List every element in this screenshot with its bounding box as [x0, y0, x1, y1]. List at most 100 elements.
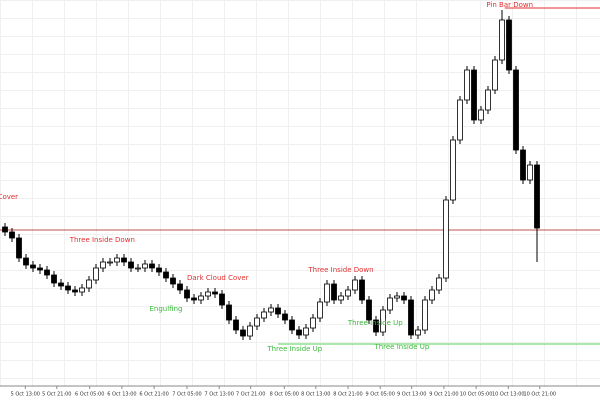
- candle-body: [30, 264, 36, 269]
- candle-body: [401, 295, 407, 301]
- x-tick-label: 6 Oct 05:00: [75, 392, 104, 398]
- x-tick-label: 6 Oct 21:00: [139, 392, 168, 398]
- pattern-label: Engulfing: [150, 305, 183, 313]
- candle-body: [275, 307, 281, 315]
- x-tick-label: 8 Oct 13:00: [301, 392, 330, 398]
- candle-body: [296, 329, 302, 336]
- candle-body: [471, 69, 477, 121]
- candle-body: [135, 267, 141, 270]
- pattern-label: Three Inside Down: [307, 266, 373, 274]
- candle-body: [226, 304, 232, 321]
- candle-body: [289, 319, 295, 331]
- candle-body: [233, 319, 239, 331]
- x-tick-label: 10 Oct 21:00: [523, 392, 556, 398]
- candle-body: [51, 274, 57, 284]
- candle-body: [268, 307, 274, 313]
- candle-body: [65, 285, 71, 291]
- candle-body: [331, 283, 337, 301]
- candle-body: [72, 289, 78, 293]
- candle-body: [205, 291, 211, 297]
- x-axis-band: [0, 387, 600, 400]
- candle-body: [394, 295, 400, 299]
- candle-body: [261, 311, 267, 319]
- candle-body: [240, 329, 246, 337]
- pattern-label: Three Inside Up: [373, 343, 429, 351]
- candle-body: [121, 257, 127, 263]
- x-tick-label: 7 Oct 13:00: [204, 392, 233, 398]
- candle-body: [114, 257, 120, 263]
- x-tick-label: 6 Oct 13:00: [107, 392, 136, 398]
- x-tick-label: 8 Oct 21:00: [333, 392, 362, 398]
- candle-body: [429, 289, 435, 301]
- x-tick-label: 7 Oct 21:00: [236, 392, 265, 398]
- candle-body: [23, 257, 29, 266]
- candle-body: [2, 226, 8, 233]
- candle-body: [198, 295, 204, 301]
- candle-body: [156, 267, 162, 273]
- candle-body: [527, 164, 533, 181]
- candle-body: [324, 283, 330, 303]
- candle-body: [310, 317, 316, 329]
- pattern-label: Cover: [0, 193, 18, 201]
- x-tick-label: 9 Oct 13:00: [397, 392, 426, 398]
- candle-body: [457, 99, 463, 141]
- candle-body: [149, 263, 155, 269]
- candle-body: [44, 269, 50, 276]
- candle-body: [380, 309, 386, 333]
- candle-body: [303, 327, 309, 336]
- pattern-label: Pin Bar Down: [486, 1, 533, 9]
- candle-body: [142, 263, 148, 269]
- x-tick-label: 5 Oct 13:00: [11, 392, 40, 398]
- candle-body: [170, 277, 176, 285]
- candle-body: [492, 59, 498, 91]
- candle-body: [212, 291, 218, 295]
- candle-body: [282, 313, 288, 321]
- candle-body: [478, 109, 484, 121]
- candle-body: [513, 69, 519, 151]
- candle-body: [520, 149, 526, 181]
- x-tick-label: 10 Oct 13:00: [492, 392, 525, 398]
- candle-body: [100, 261, 106, 269]
- candle-body: [422, 299, 428, 331]
- candle-body: [317, 301, 323, 319]
- x-tick-label: 5 Oct 21:00: [42, 392, 71, 398]
- candle-body: [443, 199, 449, 279]
- candle-body: [359, 279, 365, 301]
- candle-body: [366, 299, 372, 321]
- candle-body: [107, 261, 113, 264]
- candle-body: [450, 139, 456, 201]
- candle-body: [387, 297, 393, 311]
- candle-body: [163, 271, 169, 279]
- x-tick-label: 9 Oct 21:00: [429, 392, 458, 398]
- pattern-label: Three Inside Up: [266, 345, 322, 353]
- candle-body: [219, 293, 225, 306]
- candle-body: [86, 279, 92, 289]
- candle-body: [352, 279, 358, 291]
- candle-body: [16, 237, 22, 259]
- candle-body: [58, 282, 64, 287]
- candle-body: [436, 277, 442, 291]
- x-tick-label: 9 Oct 05:00: [365, 392, 394, 398]
- candle-body: [415, 329, 421, 336]
- pattern-label: Three Inside Down: [69, 236, 135, 244]
- pattern-label: Three Inside Up: [347, 319, 403, 327]
- candle-body: [373, 319, 379, 333]
- candle-body: [408, 299, 414, 336]
- candle-body: [177, 283, 183, 291]
- candle-body: [345, 289, 351, 297]
- candle-body: [254, 317, 260, 327]
- candle-body: [79, 287, 85, 293]
- candle-body: [247, 325, 253, 337]
- candle-body: [534, 164, 540, 229]
- pattern-label: Dark Cloud Cover: [187, 274, 249, 282]
- candle-body: [506, 19, 512, 71]
- x-tick-label: 7 Oct 05:00: [172, 392, 201, 398]
- candle-body: [464, 69, 470, 101]
- candle-body: [128, 261, 134, 269]
- candle-body: [485, 89, 491, 111]
- candle-body: [93, 267, 99, 281]
- x-tick-label: 10 Oct 05:00: [460, 392, 493, 398]
- candle-body: [499, 19, 505, 61]
- candle-body: [338, 295, 344, 301]
